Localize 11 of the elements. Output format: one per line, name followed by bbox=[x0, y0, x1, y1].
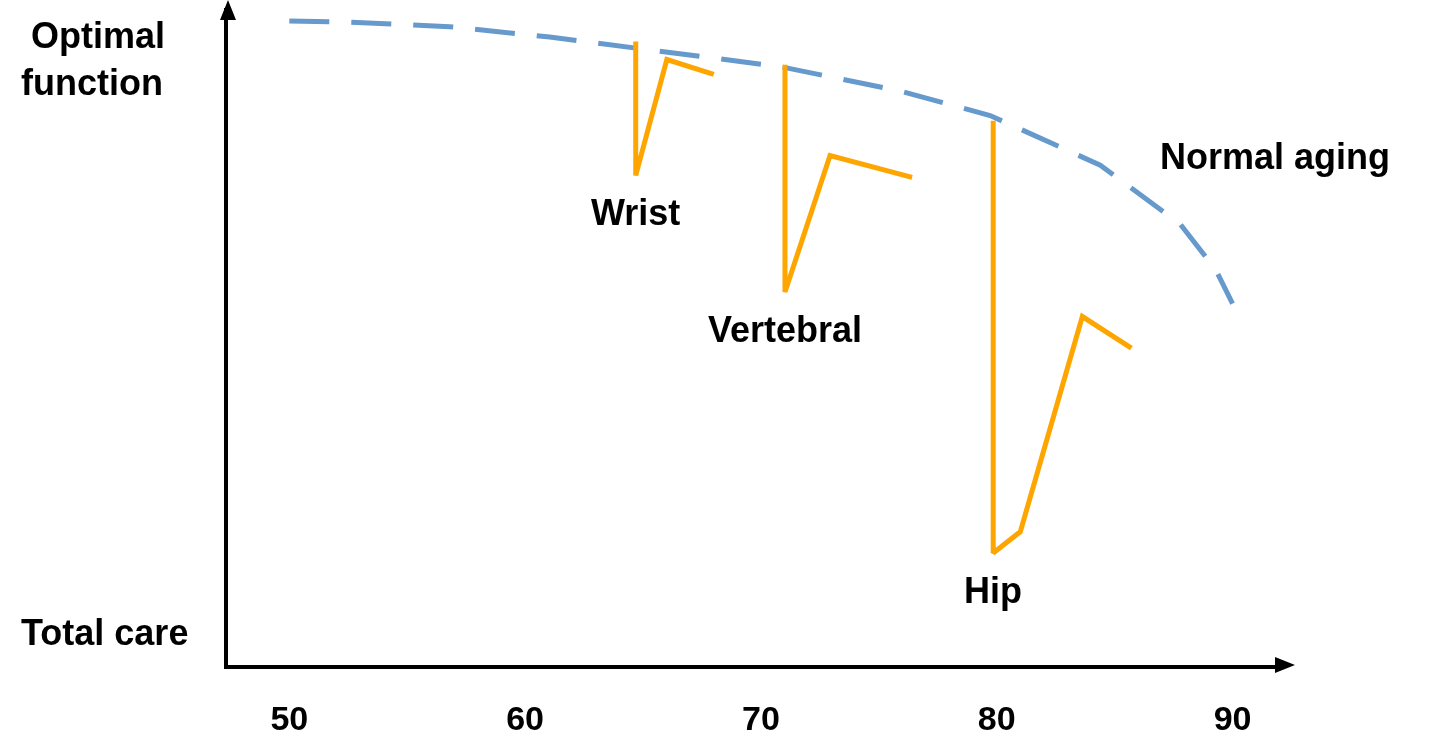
x-tick-label: 50 bbox=[270, 698, 309, 737]
text: Optimal function bbox=[21, 15, 166, 103]
text: Total care bbox=[21, 612, 189, 653]
x-tick-label: 80 bbox=[977, 698, 1016, 737]
x-tick-label: 60 bbox=[506, 698, 545, 737]
series-label: Hip bbox=[964, 570, 1022, 611]
x-tick-label: 70 bbox=[742, 698, 780, 737]
x-tick-label: 90 bbox=[1213, 698, 1252, 737]
series-label: Normal aging bbox=[1160, 136, 1391, 177]
series-label: Wrist bbox=[591, 192, 681, 233]
series-label: Vertebral bbox=[708, 309, 863, 350]
